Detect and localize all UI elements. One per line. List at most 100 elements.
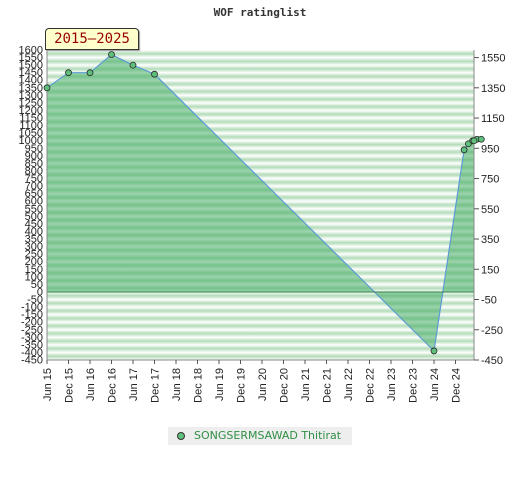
y-left-tick-label: 1250 xyxy=(19,97,43,109)
y-left-tick-label: 350 xyxy=(25,234,43,246)
y-right-tick-label: -250 xyxy=(481,325,503,337)
y-left-tick-label: 400 xyxy=(25,226,43,238)
y-right-tick-label: 1550 xyxy=(481,53,505,65)
legend-marker-icon xyxy=(177,432,185,440)
grid-band xyxy=(47,322,474,330)
y-left-tick-label: 100 xyxy=(25,271,43,283)
y-left-tick-label: 1500 xyxy=(19,60,43,72)
y-left-tick-label: 650 xyxy=(25,188,43,200)
y-left-tick-label: -400 xyxy=(21,347,43,359)
y-left-tick-label: -350 xyxy=(21,339,43,351)
grid-band xyxy=(47,352,474,360)
data-point xyxy=(470,137,478,145)
y-left-tick-label: 850 xyxy=(25,158,43,170)
x-tick-label: Jun 24 xyxy=(429,368,441,401)
x-tick-label: Jun 22 xyxy=(343,368,355,401)
y-left-tick-label: 50 xyxy=(31,279,43,291)
x-tick-label: Dec 19 xyxy=(236,368,248,403)
grid-band xyxy=(47,72,474,81)
data-point xyxy=(151,70,158,78)
y-left-tick-label: 1100 xyxy=(19,120,43,132)
y-left-tick-label: 1050 xyxy=(19,128,43,140)
y-left-tick-label: -150 xyxy=(21,309,43,321)
x-tick-label: Dec 15 xyxy=(64,368,76,403)
y-left-tick-label: 1450 xyxy=(19,67,43,79)
data-point xyxy=(43,84,51,92)
grid-band xyxy=(47,118,474,126)
grid-band xyxy=(47,314,474,323)
legend-label: SONGSERMSAWAD Thitirat xyxy=(194,429,342,442)
y-left-tick-label: 250 xyxy=(25,249,43,261)
period-badge: 2015–2025 xyxy=(45,28,139,50)
y-left-tick-label: -200 xyxy=(21,317,43,329)
x-tick-label: Jun 21 xyxy=(300,368,312,401)
x-tick-label: Dec 22 xyxy=(365,368,377,403)
grid-band xyxy=(47,57,474,66)
grid-band xyxy=(47,344,474,353)
y-left-tick-label: 750 xyxy=(25,173,43,185)
y-left-tick-label: 200 xyxy=(25,256,43,268)
grid-band xyxy=(47,148,474,156)
grid-band xyxy=(47,80,474,88)
y-left-tick-label: 150 xyxy=(25,264,43,276)
y-left-tick-label: -50 xyxy=(27,294,43,306)
y-left-tick-label: 500 xyxy=(25,211,43,223)
grid-band xyxy=(47,337,474,345)
x-tick-label: Dec 23 xyxy=(408,368,420,403)
y-left-tick-label: 1000 xyxy=(19,135,43,147)
grid-band xyxy=(47,125,474,134)
y-left-tick-label: 1200 xyxy=(19,105,43,117)
y-left-tick-label: 1600 xyxy=(19,45,43,57)
data-point xyxy=(477,135,485,143)
y-right-tick-label: 750 xyxy=(481,174,499,186)
y-left-tick-label: 300 xyxy=(25,241,43,253)
grid-band xyxy=(47,102,474,111)
y-left-tick-label: 450 xyxy=(25,218,43,230)
y-left-tick-label: 1150 xyxy=(19,113,43,125)
data-point xyxy=(460,146,468,154)
x-tick-label: Jun 23 xyxy=(386,368,398,401)
grid-band xyxy=(47,307,474,315)
grid-band xyxy=(47,299,474,308)
data-point xyxy=(129,61,137,69)
y-right-tick-label: -50 xyxy=(481,295,497,307)
legend[interactable]: SONGSERMSAWAD Thitirat xyxy=(168,427,352,445)
x-tick-label: Jun 17 xyxy=(128,368,140,401)
y-right-tick-label: -450 xyxy=(481,355,503,367)
y-right-tick-label: 150 xyxy=(481,264,499,276)
x-tick-label: Jun 18 xyxy=(171,368,183,401)
grid-band xyxy=(47,87,474,96)
grid-band xyxy=(47,329,474,338)
grid-band xyxy=(47,65,474,73)
y-right-tick-label: 1350 xyxy=(481,83,505,95)
grid-band xyxy=(47,50,474,58)
y-left-tick-label: 1550 xyxy=(19,52,43,64)
y-left-tick-label: 700 xyxy=(25,181,43,193)
data-point xyxy=(430,347,438,355)
axes xyxy=(46,50,479,364)
data-point xyxy=(108,51,115,58)
y-left-tick-label: -450 xyxy=(21,355,43,367)
y-left-tick-label: 1300 xyxy=(19,90,43,102)
grid-band xyxy=(47,95,474,103)
y-right-tick-label: 550 xyxy=(481,204,499,216)
data-points xyxy=(43,51,485,355)
y-left-tick-label: 800 xyxy=(25,165,43,177)
y-right-tick-label: 1150 xyxy=(481,113,505,125)
x-tick-label: Jun 19 xyxy=(214,368,226,401)
y-left-tick-label: 0 xyxy=(37,286,43,298)
chart-title: WOF ratinglist xyxy=(213,6,307,19)
y-axis-left-labels: 1600155015001450140013501300125012001150… xyxy=(19,45,43,367)
grid-band xyxy=(47,155,474,164)
x-tick-label: Jun 20 xyxy=(257,368,269,401)
x-tick-label: Dec 20 xyxy=(279,368,291,403)
y-left-tick-label: 550 xyxy=(25,203,43,215)
x-axis-labels: Jun 15 Dec 15 Jun 16 Dec 16 Jun 17 Dec 17 Jun … xyxy=(42,368,463,403)
grid-band xyxy=(47,163,474,171)
x-tick-label: Dec 16 xyxy=(107,368,119,403)
x-tick-label: Dec 17 xyxy=(150,368,162,403)
y-left-tick-label: -300 xyxy=(21,332,43,344)
y-left-tick-label: 900 xyxy=(25,150,43,162)
x-tick-label: Jun 16 xyxy=(85,368,97,401)
